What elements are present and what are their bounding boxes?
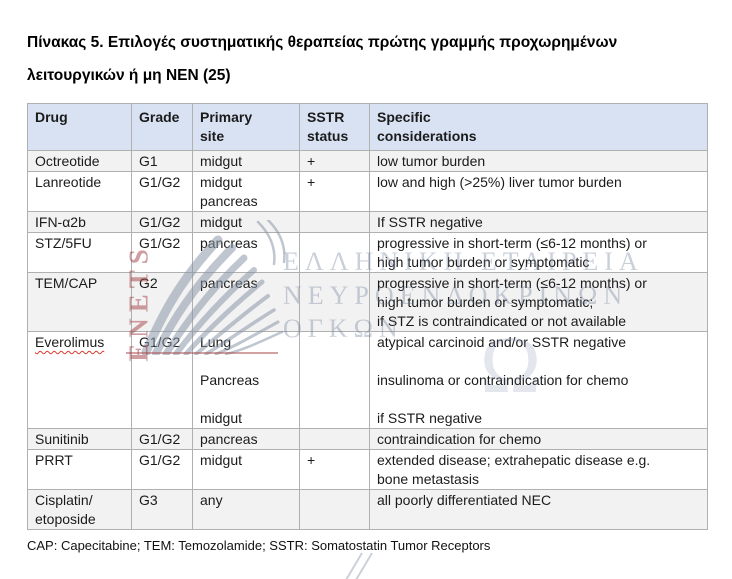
cell-grade: G1/G2 <box>131 232 193 273</box>
cell-drug: TEM/CAP <box>27 272 132 332</box>
cell-drug: Octreotide <box>27 150 132 172</box>
cell-considerations: low tumor burden <box>369 150 708 172</box>
cell-sstr-status <box>299 331 370 429</box>
table-row: Sunitinib G1/G2 pancreas contraindicatio… <box>27 428 708 450</box>
table-body: Octreotide G1 midgut + low tumor burden … <box>27 150 708 530</box>
cell-primary-site: any <box>192 489 300 530</box>
cell-considerations: contraindication for chemo <box>369 428 708 450</box>
cell-drug: Sunitinib <box>27 428 132 450</box>
cell-primary-site: pancreas <box>192 232 300 273</box>
cell-drug: Everolimus <box>27 331 132 429</box>
cell-primary-site: midgut <box>192 211 300 233</box>
cell-primary-site: midgut pancreas <box>192 171 300 212</box>
cell-sstr-status <box>299 428 370 450</box>
cell-considerations: all poorly differentiated NEC <box>369 489 708 530</box>
cell-drug: Cisplatin/ etoposide <box>27 489 132 530</box>
header-row: Drug Grade Primary site SSTR status Spec… <box>27 103 708 151</box>
cell-sstr-status <box>299 232 370 273</box>
table-row: IFN-α2b G1/G2 midgut If SSTR negative <box>27 211 708 233</box>
cell-primary-site: pancreas <box>192 428 300 450</box>
table-row: Lanreotide G1/G2 midgut pancreas + low a… <box>27 171 708 212</box>
header-drug: Drug <box>27 103 132 151</box>
cell-primary-site: Lung Pancreas midgut <box>192 331 300 429</box>
cell-grade: G1/G2 <box>131 428 193 450</box>
table-row: Octreotide G1 midgut + low tumor burden <box>27 150 708 172</box>
cell-grade: G1 <box>131 150 193 172</box>
header-grade: Grade <box>131 103 193 151</box>
header-primary-site: Primary site <box>192 103 300 151</box>
abbreviations-footnote: CAP: Capecitabine; TEM: Temozolamide; SS… <box>27 538 491 553</box>
cell-drug: IFN-α2b <box>27 211 132 233</box>
cell-sstr-status: + <box>299 449 370 490</box>
cell-sstr-status <box>299 272 370 332</box>
cell-sstr-status: + <box>299 150 370 172</box>
table-row: PRRT G1/G2 midgut + extended disease; ex… <box>27 449 708 490</box>
cell-sstr-status <box>299 211 370 233</box>
cell-primary-site: pancreas <box>192 272 300 332</box>
cell-grade: G1/G2 <box>131 331 193 429</box>
table-header: Drug Grade Primary site SSTR status Spec… <box>27 103 708 151</box>
cell-sstr-status: + <box>299 171 370 212</box>
cell-considerations: atypical carcinoid and/or SSTR negative … <box>369 331 708 429</box>
cell-grade: G2 <box>131 272 193 332</box>
table-caption: Πίνακας 5. Επιλογές συστηματικής θεραπεί… <box>27 26 717 92</box>
header-sstr-status: SSTR status <box>299 103 370 151</box>
cell-primary-site: midgut <box>192 150 300 172</box>
cell-grade: G1/G2 <box>131 211 193 233</box>
cell-considerations: low and high (>25%) liver tumor burden <box>369 171 708 212</box>
cell-grade: G1/G2 <box>131 171 193 212</box>
cell-sstr-status <box>299 489 370 530</box>
table-row: TEM/CAP G2 pancreas progressive in short… <box>27 272 708 332</box>
header-specific-considerations: Specific considerations <box>369 103 708 151</box>
therapy-options-table: Drug Grade Primary site SSTR status Spec… <box>27 103 708 530</box>
cell-considerations: If SSTR negative <box>369 211 708 233</box>
watermark-scratch-marks <box>345 552 373 579</box>
cell-drug: Lanreotide <box>27 171 132 212</box>
caption-line-2: λειτουργικών ή μη ΝΕΝ (25) <box>27 67 231 84</box>
cell-drug: PRRT <box>27 449 132 490</box>
cell-considerations: progressive in short-term (≤6-12 months)… <box>369 232 708 273</box>
cell-primary-site: midgut <box>192 449 300 490</box>
table-row: STZ/5FU G1/G2 pancreas progressive in sh… <box>27 232 708 273</box>
cell-grade: G3 <box>131 489 193 530</box>
cell-considerations: extended disease; extrahepatic disease e… <box>369 449 708 490</box>
table-row: Cisplatin/ etoposide G3 any all poorly d… <box>27 489 708 530</box>
cell-drug: STZ/5FU <box>27 232 132 273</box>
cell-grade: G1/G2 <box>131 449 193 490</box>
table-row: Everolimus G1/G2 Lung Pancreas midgut at… <box>27 331 708 429</box>
cell-considerations: progressive in short-term (≤6-12 months)… <box>369 272 708 332</box>
caption-line-1: Πίνακας 5. Επιλογές συστηματικής θεραπεί… <box>27 34 618 51</box>
